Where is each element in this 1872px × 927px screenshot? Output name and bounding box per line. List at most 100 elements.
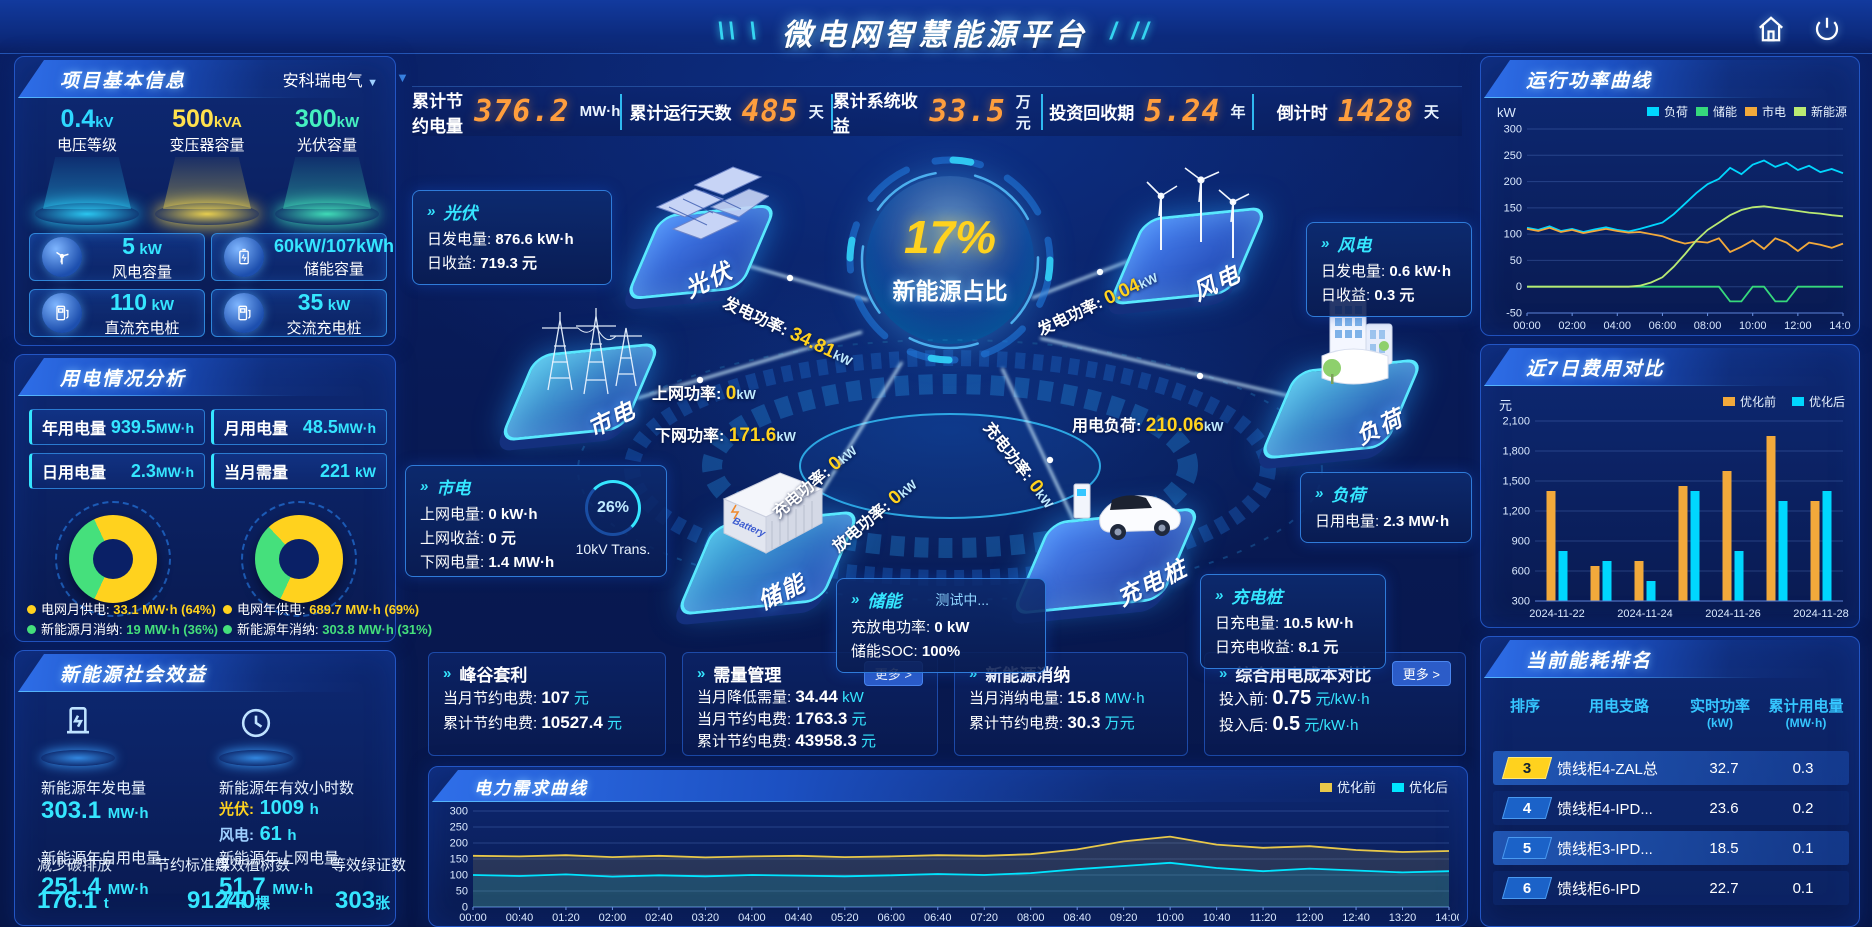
svg-text:06:40: 06:40 [924,912,952,923]
infobox-charger: » 充电桩 日充电量: 10.5 kW·h 日充电收益: 8.1 元 [1200,574,1386,669]
panel-energy-ranking: 当前能耗排名 排序 用电支路 实时功率 (kW) 累计用电量 (MW·h) 3 馈线… [1480,636,1860,927]
legend-item: 市电 [1744,103,1786,120]
svg-text:08:00: 08:00 [1017,912,1045,923]
pedestal-transformer: 500kVA 变压器容量 [149,105,265,225]
svg-text:04:00: 04:00 [738,912,766,923]
svg-text:04:00: 04:00 [1604,320,1632,331]
caret-down-icon: ▼ [367,77,378,89]
cost-more-button[interactable]: 更多 > [1391,661,1451,686]
transformer-gauge: 26% 10kV Trans. [570,480,656,557]
svg-text:2024-11-28: 2024-11-28 [1793,608,1848,619]
svg-text:200: 200 [450,838,468,850]
legend-item: 储能 [1695,103,1737,120]
panel-cost-compare: » 综合用电成本对比 更多 > 投入前: 0.75 元/kW·h 投入后: 0.5 … [1204,652,1466,756]
run-power-ylabel: kW [1497,105,1516,120]
svg-text:05:20: 05:20 [831,912,859,923]
benefit-certs-label: 等效绿证数 [331,857,407,874]
svg-text:07:20: 07:20 [970,912,998,923]
benefit-self-label: 新能源年自用电量 [41,850,162,867]
ac-charger-icon [224,293,264,333]
power-icon[interactable] [1812,14,1842,44]
demand-curve-chart: 0 50 100 150 200 250 300 00:00 00:40 01:20 02:00 02… [450,806,1459,924]
battery-container-icon: Battery [722,472,824,554]
ranking-row[interactable]: 5 馈线柜3-IPD... 18.5 0.1 [1493,831,1849,865]
corner-glyph-icon [1491,64,1507,80]
run-power-chart: -50 0 50 100 150 200 250 300 00:00 02:00 04:00 06:0… [1504,124,1851,332]
panel-project-info: 项目基本信息 安科瑞电气 ▼ 0.4kV 电压等级 500kVA 变压器容量 3… [14,56,396,346]
ranking-row[interactable]: 4 馈线柜4-IPD... 23.6 0.2 [1493,791,1849,825]
svg-text:04:40: 04:40 [785,912,813,923]
home-icon[interactable] [1756,14,1786,44]
infobox-wind: » 风电 日发电量: 0.6 kW·h 日收益: 0.3 元 [1306,222,1472,317]
benefit-pv-hours: 光伏: 1009 h [219,797,319,819]
title-decor-left: \\ \ [717,18,760,45]
svg-text:02:00: 02:00 [599,912,627,923]
ev-car-icon [1073,483,1181,540]
donut-hole [279,539,319,579]
kpi-run-days: 累计运行天数 485 天 [620,93,830,130]
panel-benefit-title: 新能源社会效益 [60,664,208,686]
svg-text:14:00: 14:00 [1829,320,1851,331]
pedestal-pv-capacity: 300kW 光伏容量 [269,105,385,225]
arrow-icon: » [1215,587,1224,604]
benefit-trees-value: 240棵 [215,887,271,914]
svg-text:06:00: 06:00 [878,912,906,923]
demand-legend: 优化前 优化后 [1319,777,1448,796]
wind-turbine-icon [42,237,82,277]
legend-dot [223,605,232,614]
svg-text:50: 50 [456,886,468,898]
panel-7day-header: 近7日费用对比 [1484,348,1856,386]
svg-text:03:20: 03:20 [692,912,720,923]
legend-item: 负荷 [1646,103,1688,120]
legend-item: 优化后 [1391,777,1448,796]
svg-text:08:40: 08:40 [1063,912,1091,923]
corner-glyph-icon [25,658,41,674]
card-storage-capacity: 60kW/107kWh 储能容量 [211,233,394,281]
panel-usage-title: 用电情况分析 [60,368,187,390]
battery-icon [224,237,264,277]
svg-text:09:20: 09:20 [1110,912,1138,923]
donut-hole [93,539,133,579]
svg-text:100: 100 [1504,229,1522,241]
flow-pv-gen: 发电功率: 34.81kW [720,294,855,369]
donut-month-supply [55,501,171,617]
ranking-row[interactable]: 3 馈线柜4-ZAL总 32.7 0.3 [1493,751,1849,785]
infobox-pv: » 光伏 日发电量: 876.6 kW·h 日收益: 719.3 元 [412,190,612,285]
benefit-gridout-label: 新能源年上网电量 [219,850,340,867]
transformer-label: 10kV Trans. [575,541,651,557]
svg-text:00:00: 00:00 [1513,320,1541,331]
page-title: 微电网智慧能源平台 [782,19,1088,52]
svg-text:600: 600 [1512,566,1530,578]
svg-text:10:00: 10:00 [1156,912,1184,923]
benefit-hours-icon [211,701,301,766]
benefit-carbon-label: 减少碳排放 [37,857,113,874]
ranking-row[interactable]: 6 馈线柜6-IPD 22.7 0.1 [1493,871,1849,905]
svg-text:01:20: 01:20 [552,912,580,923]
svg-text:2024-11-26: 2024-11-26 [1705,608,1760,619]
company-dropdown[interactable]: 安科瑞电气 ▼ [282,73,378,90]
panel-mini-icon: » [1219,665,1228,682]
corner-glyph-icon [1491,352,1507,368]
panel-run-power: 运行功率曲线 kW 负荷 储能 市电 新能源 -50 0 50 100 150 200 250 30… [1480,56,1860,336]
kpi-countdown: 倒计时 1428 天 [1251,93,1462,130]
benefit-gridout-value: 51.7 MW·h [219,873,314,900]
node-wind: 风电 [1105,150,1275,310]
panel-7day-title: 近7日费用对比 [1526,358,1665,380]
svg-text:-50: -50 [1506,308,1522,320]
solar-panel-icon [655,166,769,240]
stat-year-usage: 年用电量 939.5MW·h [29,409,205,445]
legend-item: 优化后 [1791,393,1845,410]
legend-dot [27,625,36,634]
svg-text:250: 250 [450,822,468,834]
stat-month-usage: 月用电量 48.5MW·h [211,409,387,445]
panel-mini-icon: » [443,665,452,682]
svg-text:900: 900 [1512,536,1530,548]
benefit-hours-label: 新能源年有效小时数 [219,780,355,797]
svg-text:300: 300 [1504,124,1522,136]
legend-year-grid: 电网年供电: 689.7 MW·h (69%) [223,599,419,618]
rank-badge: 5 [1501,837,1553,859]
svg-text:2024-11-24: 2024-11-24 [1617,608,1672,619]
chevron-down-icon[interactable]: ▼ [396,70,409,85]
card-dc-charger: 110 kW 直流充电桩 [29,289,205,337]
panel-benefit: 新能源社会效益 新能源年发电量 303.1 MW·h 新能源年有效小时数 光伏:… [14,650,406,926]
